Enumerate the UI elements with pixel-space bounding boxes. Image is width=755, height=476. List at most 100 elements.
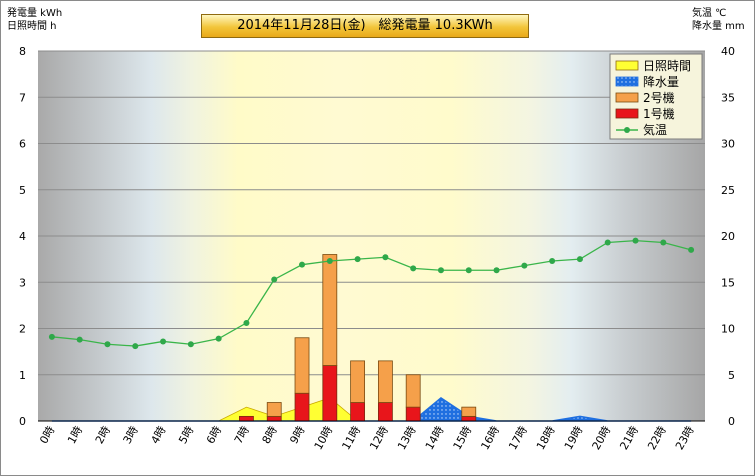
temperature-point-20 <box>604 239 611 246</box>
right-y-tick-label-7: 35 <box>721 91 735 104</box>
left-y-tick-label-0: 0 <box>19 415 26 428</box>
x-tick-label-1: 1時 <box>65 424 85 446</box>
bar-unit1-11 <box>350 402 366 422</box>
x-tick-label-19: 19時 <box>562 424 586 452</box>
temperature-point-15 <box>465 267 472 274</box>
bar-unit1-8 <box>266 415 282 422</box>
temperature-point-17 <box>521 262 528 269</box>
temperature-point-3 <box>132 343 139 350</box>
x-tick-label-8: 8時 <box>260 424 280 446</box>
legend-label-0: 日照時間 <box>643 59 691 73</box>
temperature-point-22 <box>660 239 667 246</box>
legend-label-3: 1号機 <box>643 106 675 121</box>
left-y-tick-label-2: 2 <box>19 323 26 336</box>
temperature-point-8 <box>271 276 278 283</box>
temperature-point-18 <box>549 257 556 264</box>
left-y-tick-label-8: 8 <box>19 45 26 58</box>
left-y-tick-label-4: 4 <box>19 230 26 243</box>
right-y-tick-label-3: 15 <box>721 276 735 289</box>
x-tick-label-16: 16時 <box>478 424 502 452</box>
temperature-point-7 <box>243 319 250 326</box>
right-axis-unit-label: 気温 ℃ 降水量 mm <box>692 7 745 33</box>
temperature-point-16 <box>493 267 500 274</box>
legend-swatch-rain <box>615 76 639 87</box>
x-tick-label-5: 5時 <box>176 424 196 446</box>
temperature-point-14 <box>437 267 444 274</box>
temperature-point-11 <box>354 256 361 263</box>
temperature-point-10 <box>326 257 333 264</box>
right-y-tick-label-2: 10 <box>721 323 735 336</box>
bar-unit2-13 <box>405 374 421 408</box>
x-tick-label-18: 18時 <box>534 424 558 452</box>
temperature-point-2 <box>104 341 111 348</box>
x-tick-label-11: 11時 <box>339 424 363 452</box>
x-tick-label-21: 21時 <box>617 424 641 452</box>
bar-unit2-12 <box>377 360 393 403</box>
temperature-point-9 <box>299 261 306 268</box>
x-tick-label-17: 17時 <box>506 424 530 452</box>
left-y-tick-label-5: 5 <box>19 184 26 197</box>
legend-swatch-temperature-dot <box>624 127 630 133</box>
temperature-point-19 <box>576 256 583 263</box>
right-axis-unit-line-1: 気温 ℃ <box>692 8 727 19</box>
x-tick-label-15: 15時 <box>451 424 475 452</box>
right-y-tick-label-4: 20 <box>721 230 735 243</box>
chart-title: 2014年11月28日(金) 総発電量 10.3KWh <box>201 14 529 38</box>
temperature-point-0 <box>48 333 55 340</box>
x-tick-label-20: 20時 <box>590 424 614 452</box>
bar-unit2-8 <box>266 402 282 417</box>
x-tick-label-4: 4時 <box>148 424 168 446</box>
left-axis-unit-line-2: 日照時間 h <box>7 21 57 32</box>
bar-unit2-9 <box>294 337 310 394</box>
temperature-point-23 <box>688 246 695 253</box>
right-y-tick-label-1: 5 <box>728 369 735 382</box>
left-y-tick-label-6: 6 <box>19 138 26 151</box>
bar-unit1-12 <box>377 402 393 422</box>
x-tick-label-22: 22時 <box>645 424 669 452</box>
x-tick-label-14: 14時 <box>423 424 447 452</box>
bar-unit1-15 <box>461 415 477 422</box>
right-y-tick-label-6: 30 <box>721 138 735 151</box>
temperature-point-5 <box>187 341 194 348</box>
bar-unit2-10 <box>322 254 338 366</box>
legend-label-1: 降水量 <box>643 75 679 89</box>
x-tick-label-10: 10時 <box>312 424 336 452</box>
legend-label-2: 2号機 <box>643 90 675 105</box>
bar-unit1-13 <box>405 406 421 422</box>
x-tick-label-9: 9時 <box>287 424 307 446</box>
temperature-point-13 <box>410 265 417 272</box>
x-tick-label-13: 13時 <box>395 424 419 452</box>
temperature-line <box>51 239 692 347</box>
right-axis-unit-line-2: 降水量 mm <box>692 21 745 32</box>
temperature-point-6 <box>215 335 222 342</box>
x-tick-label-0: 0時 <box>37 424 57 446</box>
x-tick-label-2: 2時 <box>93 424 113 446</box>
right-y-tick-label-5: 25 <box>721 184 735 197</box>
bar-unit2-15 <box>461 406 477 417</box>
legend-swatch-sunshine <box>615 60 639 71</box>
right-y-tick-label-8: 40 <box>721 45 735 58</box>
x-tick-label-12: 12時 <box>367 424 391 452</box>
temperature-point-21 <box>632 237 639 244</box>
left-y-tick-label-7: 7 <box>19 91 26 104</box>
left-axis-unit-label: 発電量 kWh 日照時間 h <box>7 7 62 33</box>
left-axis-unit-line-1: 発電量 kWh <box>7 8 63 19</box>
bar-unit1-9 <box>294 392 310 422</box>
legend-label-4: 気温 <box>643 122 667 137</box>
x-tick-label-7: 7時 <box>232 424 252 446</box>
bar-unit1-7 <box>239 415 254 422</box>
x-tick-label-23: 23時 <box>673 424 697 452</box>
temperature-point-1 <box>76 336 83 343</box>
x-tick-label-3: 3時 <box>121 424 141 446</box>
left-y-tick-label-1: 1 <box>19 369 26 382</box>
bar-unit2-11 <box>350 360 366 403</box>
right-y-tick-label-0: 0 <box>728 415 735 428</box>
temperature-point-4 <box>160 338 167 345</box>
temperature-point-12 <box>382 254 389 261</box>
legend-swatch-unit2 <box>615 92 639 103</box>
x-tick-label-6: 6時 <box>204 424 224 446</box>
left-y-tick-label-3: 3 <box>19 276 26 289</box>
